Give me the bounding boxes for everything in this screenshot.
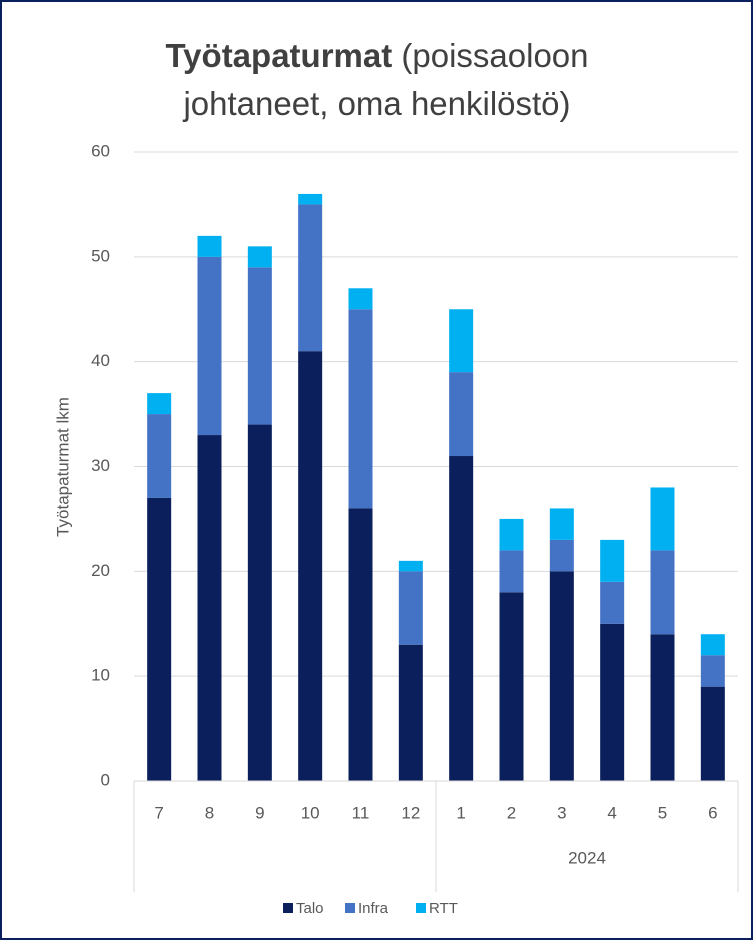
bar-segment bbox=[600, 539, 625, 582]
bar-segment bbox=[197, 256, 222, 436]
bar-segment bbox=[398, 571, 423, 645]
chart-title: Työtapaturmat bbox=[165, 37, 393, 74]
y-tick-label: 0 bbox=[101, 770, 110, 789]
y-tick-label: 40 bbox=[91, 351, 110, 370]
legend-label: RTT bbox=[429, 900, 458, 917]
y-tick-label: 60 bbox=[91, 141, 110, 160]
bar-segment bbox=[247, 246, 272, 268]
bar-segment bbox=[348, 288, 373, 310]
bar-segment bbox=[247, 424, 272, 781]
bar-segment bbox=[650, 634, 675, 781]
y-tick-label: 30 bbox=[91, 456, 110, 475]
x-tick-label: 5 bbox=[658, 803, 667, 822]
x-tick-label: 6 bbox=[708, 803, 717, 822]
bar-segment bbox=[398, 560, 423, 572]
x-tick-label: 3 bbox=[557, 803, 566, 822]
x-tick-label: 11 bbox=[352, 803, 370, 822]
y-tick-label: 20 bbox=[91, 561, 110, 580]
bar-segment bbox=[650, 487, 675, 551]
legend-swatch bbox=[416, 903, 426, 913]
x-tick-label: 4 bbox=[607, 803, 616, 822]
y-tick-label: 50 bbox=[91, 246, 110, 265]
bar-segment bbox=[147, 497, 172, 781]
legend-label: Talo bbox=[296, 900, 324, 917]
bar-segment bbox=[549, 539, 574, 572]
bar-segment bbox=[549, 571, 574, 781]
bar-segment bbox=[197, 235, 222, 257]
y-tick-label: 10 bbox=[91, 666, 110, 685]
bar-segment bbox=[499, 592, 524, 781]
bar-segment bbox=[449, 309, 474, 373]
bar-segment bbox=[700, 686, 725, 781]
x-tick-label: 1 bbox=[456, 803, 465, 822]
x-tick-label: 2 bbox=[507, 803, 516, 822]
chart-subtitle: (poissaoloon johtaneet, oma henkilöstö) bbox=[183, 37, 589, 122]
bar-segment bbox=[449, 456, 474, 781]
bar-segment bbox=[600, 581, 625, 624]
bar-segment bbox=[197, 435, 222, 781]
x-tick-label: 10 bbox=[301, 803, 320, 822]
legend-swatch bbox=[345, 903, 355, 913]
bar-segment bbox=[499, 550, 524, 593]
x-tick-label: 8 bbox=[205, 803, 214, 822]
bar-segment bbox=[700, 655, 725, 687]
bar-segment bbox=[348, 508, 373, 781]
bar-segment bbox=[298, 351, 323, 781]
legend-label: Infra bbox=[358, 900, 389, 917]
bar-segment bbox=[398, 644, 423, 781]
x-tick-label: 9 bbox=[255, 803, 264, 822]
group-label: 2024 bbox=[568, 848, 606, 867]
bar-segment bbox=[449, 372, 474, 457]
bar-segment bbox=[298, 193, 323, 205]
bar-segment bbox=[549, 508, 574, 540]
bar-segment bbox=[650, 550, 675, 635]
bar-segment bbox=[600, 623, 625, 781]
chart-title-block: Työtapaturmat (poissaoloon johtaneet, om… bbox=[92, 32, 662, 128]
bar-segment bbox=[700, 634, 725, 656]
bar-segment bbox=[247, 267, 272, 425]
bar-segment bbox=[298, 204, 323, 352]
bar-segment bbox=[499, 518, 524, 551]
legend-swatch bbox=[283, 903, 293, 913]
bar-segment bbox=[147, 414, 172, 498]
y-axis-title: Työtapaturmat lkm bbox=[53, 397, 72, 537]
bar-segment bbox=[147, 393, 172, 415]
x-tick-label: 12 bbox=[401, 803, 420, 822]
x-tick-label: 7 bbox=[154, 803, 163, 822]
bar-segment bbox=[348, 309, 373, 509]
